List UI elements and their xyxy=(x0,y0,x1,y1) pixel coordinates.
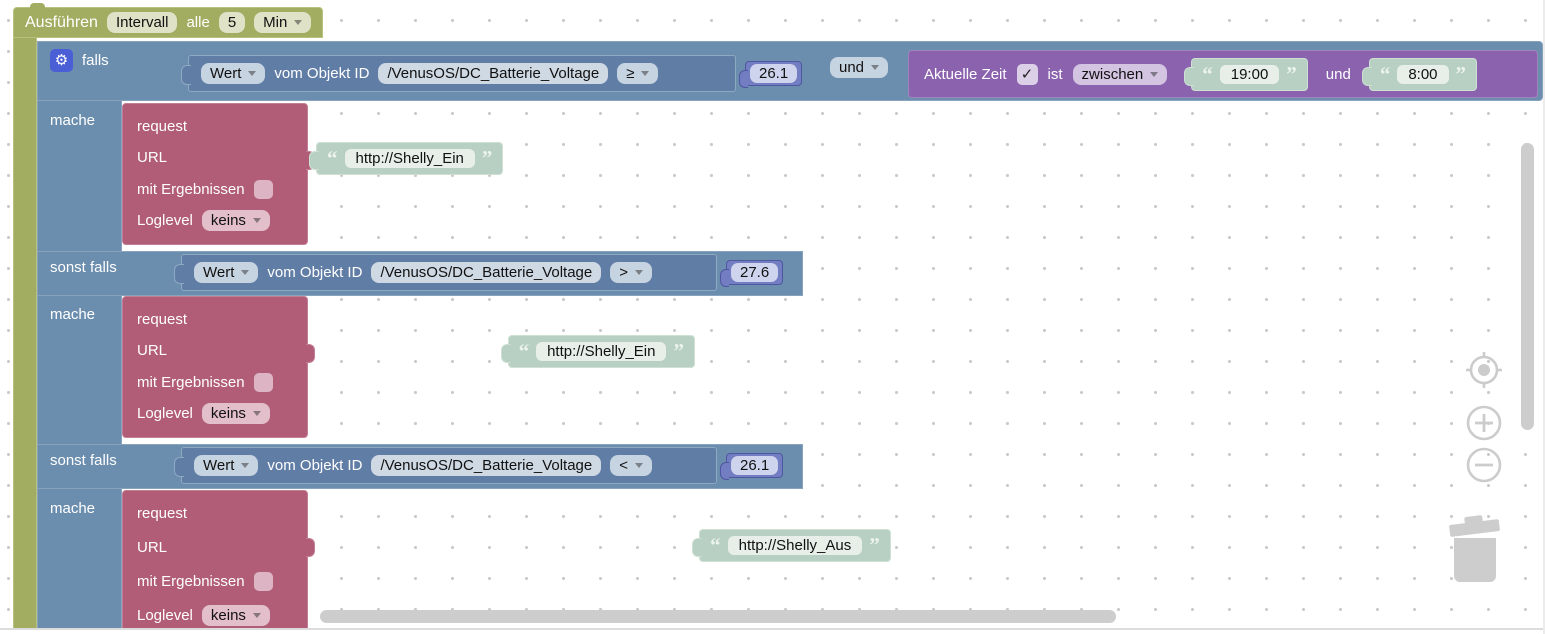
condition-1[interactable]: Wert vom Objekt ID /VenusOS/DC_Batterie_… xyxy=(181,55,803,92)
open-quote-icon: “ xyxy=(518,339,530,363)
close-quote-icon: ” xyxy=(1455,61,1467,86)
request-results-row: mit Ergebnissen xyxy=(137,367,307,397)
request-url-row: URL xyxy=(137,149,168,167)
time-from-block[interactable]: “ 19:00 ” xyxy=(1184,57,1308,91)
time-label: Aktuelle Zeit xyxy=(924,65,1007,83)
condition-3[interactable]: Wert vom Objekt ID /VenusOS/DC_Batterie_… xyxy=(174,447,784,484)
number-value-3[interactable]: 26.1 xyxy=(731,456,779,475)
workspace-right-edge xyxy=(1543,0,1545,634)
close-quote-icon: ” xyxy=(481,146,493,170)
open-quote-icon: “ xyxy=(1202,61,1213,86)
url-connector-tab xyxy=(306,538,315,557)
object-id-field-3[interactable]: /VenusOS/DC_Batterie_Voltage xyxy=(371,455,602,476)
request-title-row: request xyxy=(137,504,188,522)
number-block-3[interactable]: 26.1 xyxy=(719,453,784,480)
zoom-in-icon[interactable] xyxy=(1466,405,1502,441)
if-label: falls xyxy=(82,52,109,69)
number-value-2[interactable]: 27.6 xyxy=(731,263,779,282)
value-compare-block-1[interactable]: Wert vom Objekt ID /VenusOS/DC_Batterie_… xyxy=(181,55,736,92)
horizontal-scrollbar[interactable] xyxy=(320,610,1116,623)
open-quote-icon: “ xyxy=(327,146,338,170)
time-mode-dropdown[interactable]: zwischen xyxy=(1072,63,1168,85)
request-loglevel-row: Loglevel keins xyxy=(137,399,307,429)
do-label-2: mache xyxy=(50,306,96,323)
if-mutator-gear-icon[interactable]: ⚙ xyxy=(50,49,73,72)
loglevel-dropdown-1[interactable]: keins xyxy=(201,210,270,232)
condition-2[interactable]: Wert vom Objekt ID /VenusOS/DC_Batterie_… xyxy=(174,254,784,291)
trigger-block-header[interactable]: Ausführen Intervall alle 5 Min xyxy=(13,3,324,38)
zoom-out-icon[interactable] xyxy=(1466,447,1502,483)
close-quote-icon: ” xyxy=(1286,61,1297,86)
url-connector-tab xyxy=(306,344,315,363)
time-condition-block[interactable]: Aktuelle Zeit ✓ ist zwischen “ 19:00 ” u… xyxy=(908,50,1538,98)
every-label: alle xyxy=(186,14,210,31)
workspace-bottom-edge xyxy=(0,628,1545,634)
url-string-block-2[interactable]: “ http://Shelly_Ein ” xyxy=(500,335,695,368)
do-label-3: mache xyxy=(50,500,96,517)
request-block-3[interactable]: request URL mit Ergebnissen Loglevel kei… xyxy=(122,490,315,634)
operator-dropdown-2[interactable]: > xyxy=(610,262,653,283)
if-block-body[interactable] xyxy=(37,41,122,634)
number-block-1[interactable]: 26.1 xyxy=(738,61,803,88)
request-loglevel-row: Loglevel keins xyxy=(137,601,307,631)
request-block-2[interactable]: request URL mit Ergebnissen Loglevel kei… xyxy=(122,296,315,438)
number-block-2[interactable]: 27.6 xyxy=(719,260,784,287)
of-object-label-2: vom Objekt ID xyxy=(267,264,363,281)
operator-dropdown-3[interactable]: < xyxy=(610,455,653,476)
results-checkbox-3[interactable] xyxy=(253,572,273,592)
value-source-dropdown-3[interactable]: Wert xyxy=(194,455,259,476)
ist-label: ist xyxy=(1047,65,1063,83)
elseif-label-1: sonst falls xyxy=(50,259,117,276)
elseif-label-2: sonst falls xyxy=(50,452,117,469)
trigger-block-body[interactable] xyxy=(13,37,37,634)
open-quote-icon: “ xyxy=(710,533,721,557)
of-object-label-3: vom Objekt ID xyxy=(267,457,363,474)
vertical-scrollbar[interactable] xyxy=(1521,143,1534,430)
of-object-label-1: vom Objekt ID xyxy=(274,65,370,82)
request-title-row: request xyxy=(137,310,188,328)
value-source-dropdown-2[interactable]: Wert xyxy=(194,262,259,283)
number-value-1[interactable]: 26.1 xyxy=(750,64,798,83)
schedule-type-field[interactable]: Intervall xyxy=(106,12,178,33)
request-block-1[interactable]: request URL mit Ergebnissen Loglevel kei… xyxy=(122,103,315,245)
zoom-to-fit-icon[interactable] xyxy=(1464,350,1504,390)
trash-icon[interactable] xyxy=(1444,508,1506,590)
close-quote-icon: ” xyxy=(673,339,684,363)
request-loglevel-row: Loglevel keins xyxy=(137,206,307,236)
url-field-2[interactable]: http://Shelly_Ein xyxy=(536,342,667,361)
close-quote-icon: ” xyxy=(869,533,880,557)
logic-operator-dropdown[interactable]: und xyxy=(830,57,889,78)
value-compare-block-2[interactable]: Wert vom Objekt ID /VenusOS/DC_Batterie_… xyxy=(174,254,717,291)
request-results-row: mit Ergebnissen xyxy=(137,174,307,204)
time-to-field[interactable]: 8:00 xyxy=(1397,64,1449,84)
request-url-row: URL xyxy=(137,538,168,556)
time-from-field[interactable]: 19:00 xyxy=(1219,64,1280,84)
request-title-row: request xyxy=(137,117,188,135)
url-string-block-1[interactable]: “ http://Shelly_Ein ” xyxy=(308,142,504,175)
results-checkbox-1[interactable] xyxy=(253,179,273,199)
url-string-block-3[interactable]: “ http://Shelly_Aus ” xyxy=(692,529,891,562)
value-source-dropdown-1[interactable]: Wert xyxy=(201,63,266,84)
url-field-1[interactable]: http://Shelly_Ein xyxy=(344,149,475,168)
time-and-label: und xyxy=(1325,65,1351,83)
value-compare-block-3[interactable]: Wert vom Objekt ID /VenusOS/DC_Batterie_… xyxy=(174,447,717,484)
object-id-field-1[interactable]: /VenusOS/DC_Batterie_Voltage xyxy=(378,63,609,84)
trigger-label: Ausführen xyxy=(25,13,98,31)
operator-dropdown-1[interactable]: ≥ xyxy=(617,63,659,84)
results-checkbox-2[interactable] xyxy=(253,372,273,392)
interval-value-field[interactable]: 5 xyxy=(218,12,246,33)
request-url-row: URL xyxy=(137,342,168,360)
url-field-3[interactable]: http://Shelly_Aus xyxy=(727,536,863,555)
request-results-row: mit Ergebnissen xyxy=(137,567,307,597)
loglevel-dropdown-2[interactable]: keins xyxy=(201,403,270,425)
interval-unit-dropdown[interactable]: Min xyxy=(254,12,312,33)
do-label-1: mache xyxy=(50,112,96,129)
time-checkbox[interactable]: ✓ xyxy=(1016,63,1038,85)
time-to-block[interactable]: “ 8:00 ” xyxy=(1361,57,1478,91)
open-quote-icon: “ xyxy=(1379,61,1391,86)
loglevel-dropdown-3[interactable]: keins xyxy=(201,605,270,627)
object-id-field-2[interactable]: /VenusOS/DC_Batterie_Voltage xyxy=(371,262,602,283)
